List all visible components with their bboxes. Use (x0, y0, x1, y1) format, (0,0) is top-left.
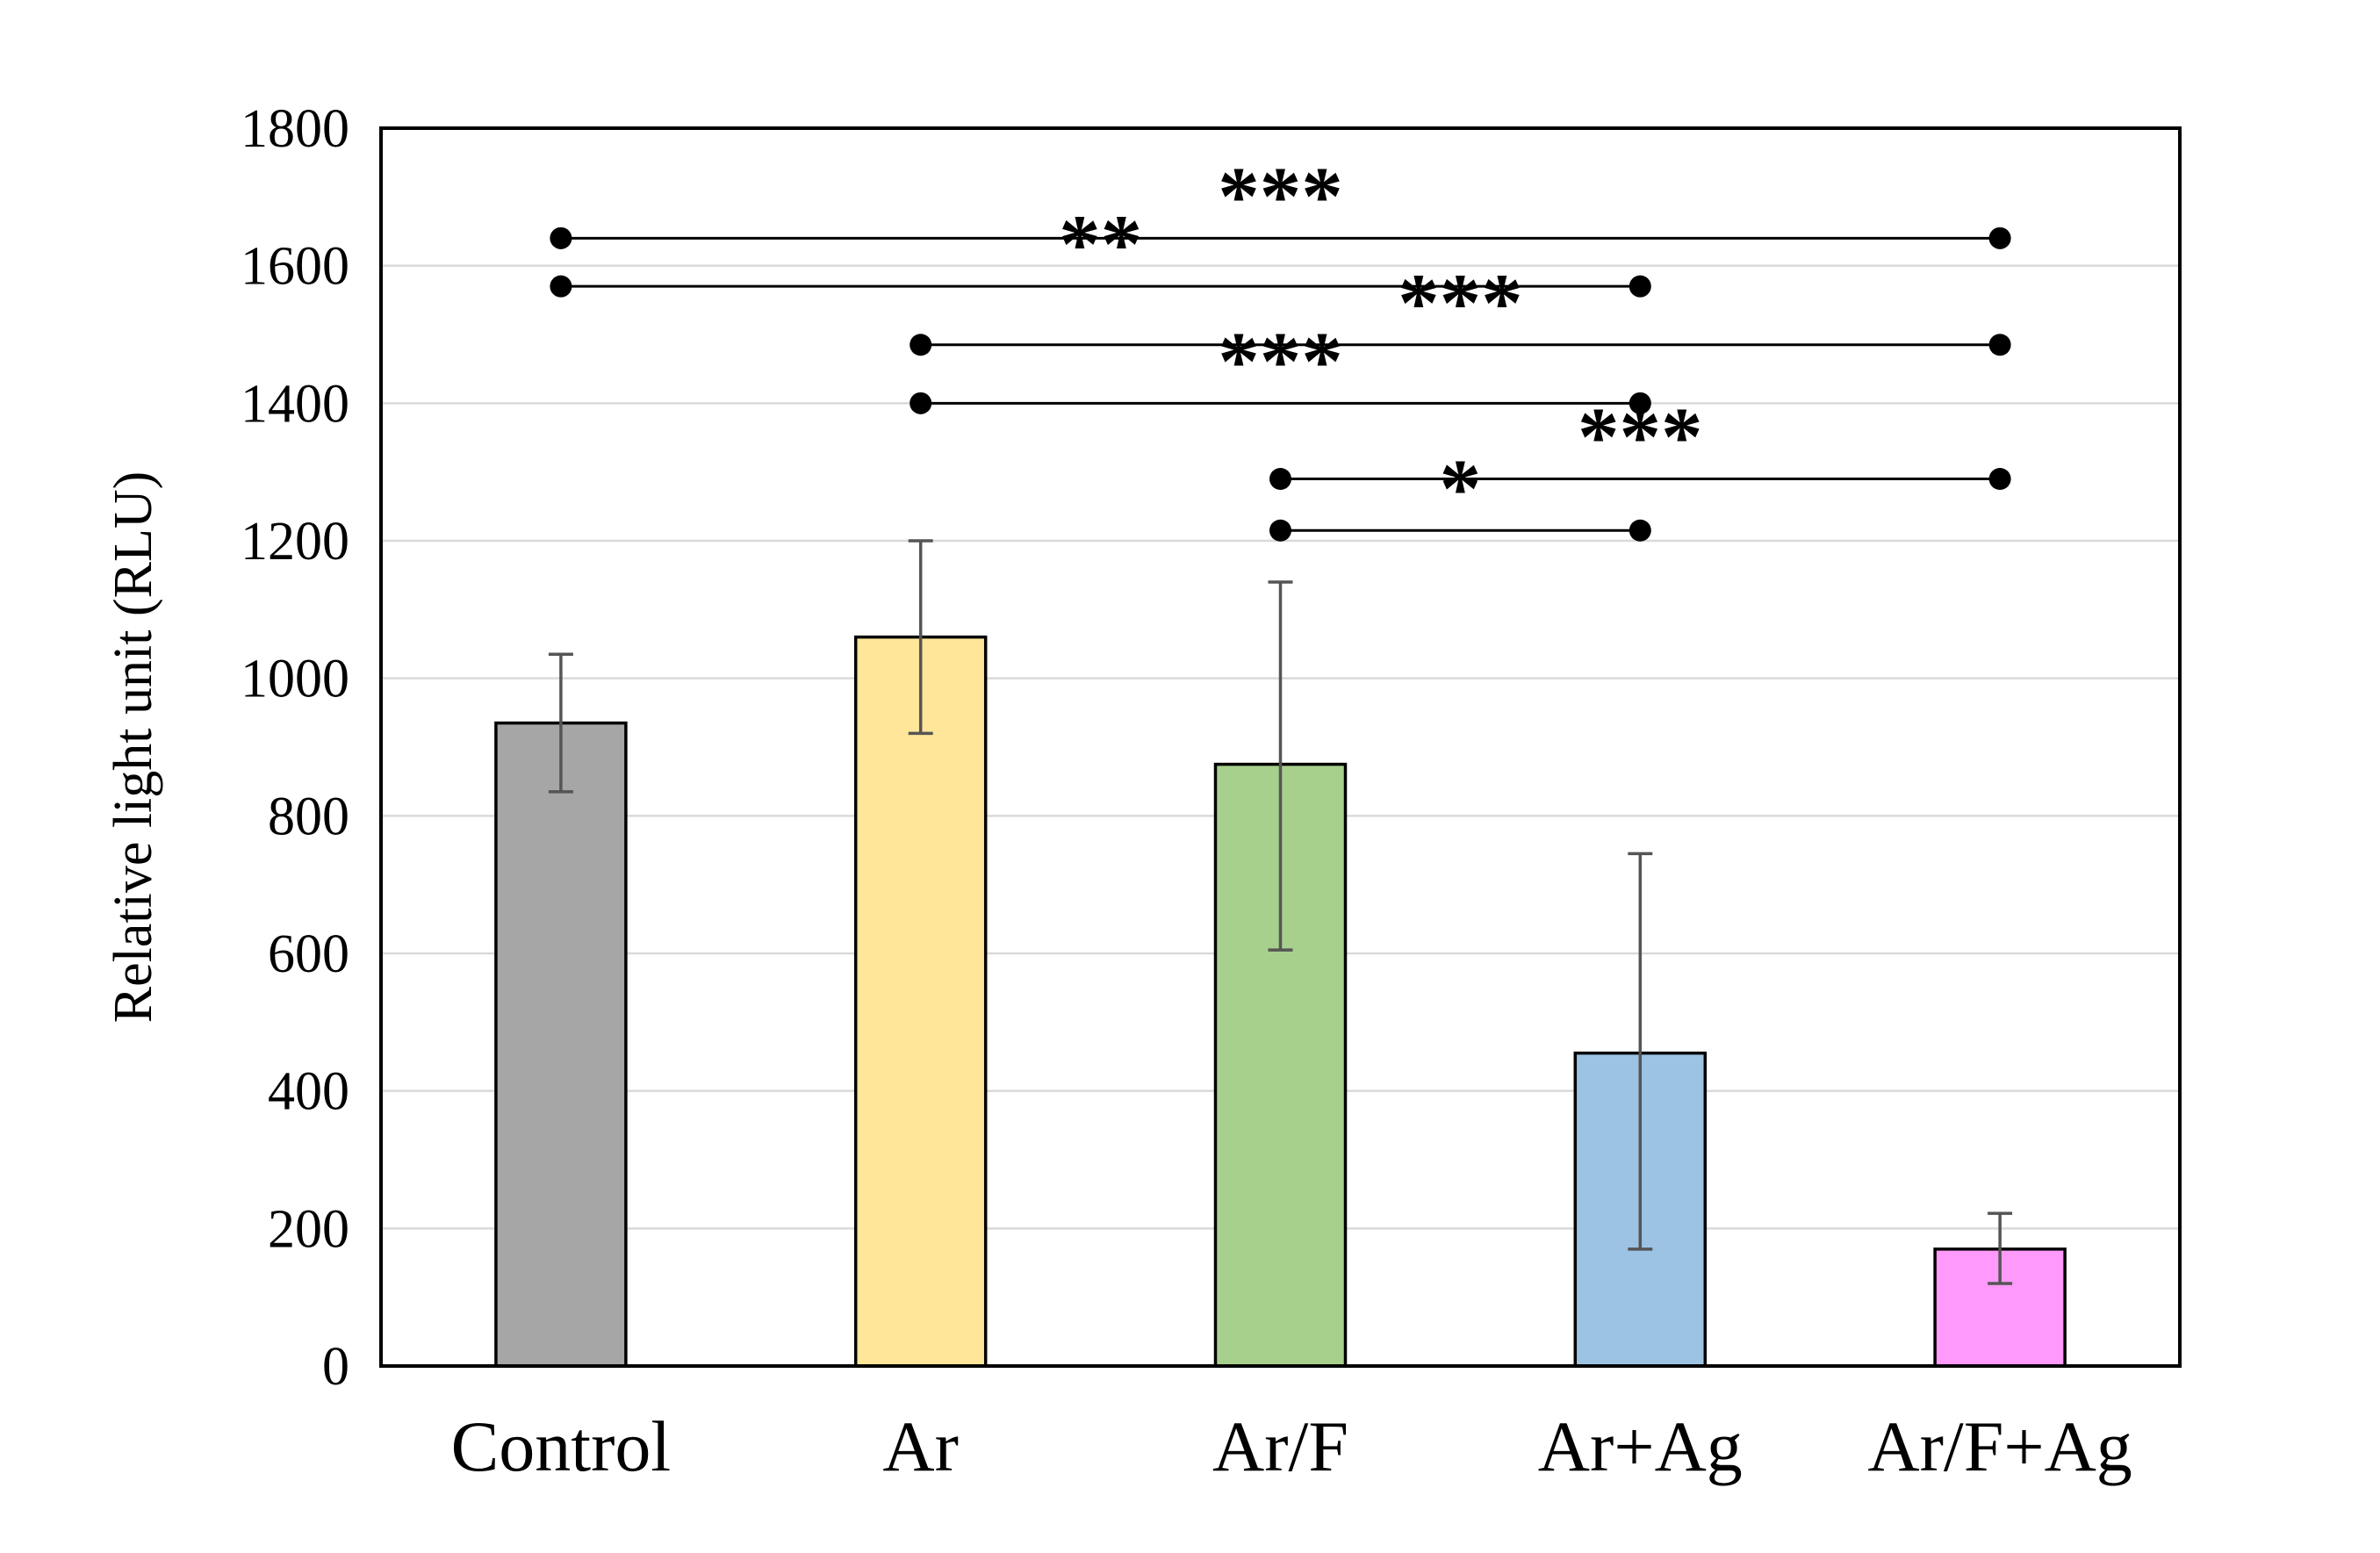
bracket-dot-left (1269, 519, 1291, 542)
y-tick-label-200: 200 (268, 1199, 349, 1259)
error-bar-ar-ag (1628, 852, 1653, 1251)
y-tick-label-1600: 1600 (241, 237, 349, 297)
bracket-dot-right (1629, 519, 1651, 542)
significance-label: *** (1218, 314, 1343, 407)
y-tick-label-1000: 1000 (241, 650, 349, 709)
bracket-dot-left (1269, 468, 1291, 490)
significance-label: *** (1218, 149, 1343, 242)
significance-label: *** (1398, 256, 1523, 349)
y-tick-label-800: 800 (268, 787, 349, 846)
x-category-label-ar-ag: Ar+Ag (1538, 1406, 1743, 1486)
bracket-dot-left (910, 392, 932, 414)
significance-bracket-ar-f-vs-ar-f-ag: *** (1269, 391, 2011, 490)
bracket-dot-left (550, 226, 572, 249)
bracket-dot-left (550, 275, 572, 298)
bracket-dot-right (1629, 392, 1651, 414)
bracket-dot-right (1988, 468, 2011, 490)
bracket-dot-right (1988, 334, 2011, 356)
x-category-label-ar-f: Ar/F (1212, 1406, 1348, 1486)
y-tick-label-1800: 1800 (241, 99, 349, 159)
y-tick-label-400: 400 (268, 1062, 349, 1122)
significance-bracket-ar-vs-ar-ag: *** (910, 314, 1651, 414)
significance-bracket-control-vs-ar-f-ag: *** (550, 149, 2011, 249)
x-category-label-control: Control (451, 1406, 672, 1486)
error-bar-ar (908, 539, 933, 736)
y-tick-label-0: 0 (322, 1337, 349, 1397)
significance-label: * (1440, 442, 1482, 535)
y-axis-title: Relative light unit (RLU) (104, 471, 163, 1024)
bracket-dot-right (1988, 226, 2011, 249)
y-tick-label-600: 600 (268, 924, 349, 984)
x-category-label-ar-f-ag: Ar/F+Ag (1867, 1406, 2132, 1486)
x-category-label-ar: Ar (882, 1406, 959, 1486)
error-bar-ar-f (1268, 580, 1293, 952)
plot-border (379, 126, 2182, 1368)
bar-ar (853, 635, 988, 1368)
bracket-dot-left (910, 334, 932, 356)
y-tick-label-1200: 1200 (241, 512, 349, 572)
significance-bracket-ar-f-vs-ar-ag: * (1269, 442, 1651, 542)
bar-control (494, 721, 628, 1368)
significance-bracket-control-vs-ar-ag: ** (550, 198, 1651, 298)
significance-label: ** (1059, 198, 1142, 291)
significance-label: *** (1578, 391, 1703, 484)
y-tick-label-1400: 1400 (241, 374, 349, 434)
bracket-dot-right (1629, 275, 1651, 298)
error-bar-control (548, 652, 573, 794)
significance-bracket-ar-vs-ar-f-ag: *** (910, 256, 2011, 356)
error-bar-ar-f-ag (1988, 1211, 2013, 1285)
